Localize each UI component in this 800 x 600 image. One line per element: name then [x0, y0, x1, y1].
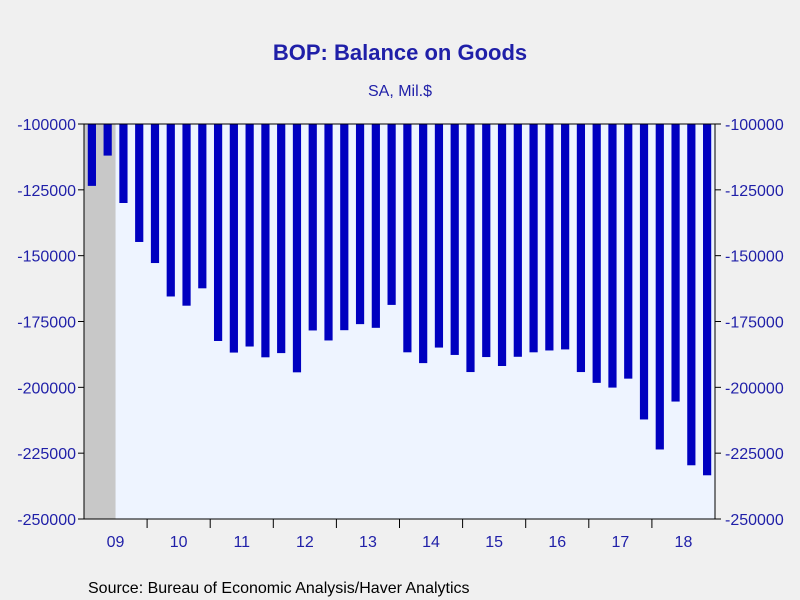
x-tick-label: 14 — [422, 534, 440, 551]
bar — [450, 124, 459, 355]
y-tick-label-right: -150000 — [725, 249, 784, 266]
bar — [371, 124, 380, 328]
y-tick-label-right: -175000 — [725, 315, 784, 332]
x-tick-label: 09 — [107, 534, 125, 551]
plot-background — [84, 124, 715, 519]
y-tick-label-right: -125000 — [725, 183, 784, 200]
bar — [340, 124, 349, 331]
y-tick-label-left: -125000 — [17, 183, 76, 200]
bar — [561, 124, 570, 350]
y-tick-label-left: -100000 — [17, 117, 76, 134]
y-tick-label-right: -100000 — [725, 117, 784, 134]
bar — [103, 124, 112, 156]
bar — [655, 124, 664, 450]
bar — [387, 124, 396, 305]
bar — [261, 124, 270, 358]
x-tick-label: 11 — [233, 534, 250, 551]
bar — [308, 124, 317, 331]
bar — [497, 124, 507, 367]
recession-shading — [84, 124, 116, 519]
bar — [592, 124, 601, 383]
bar — [545, 124, 554, 351]
bar — [608, 124, 617, 388]
y-tick-label-left: -200000 — [17, 380, 76, 397]
x-tick-label: 12 — [296, 534, 314, 551]
bar — [419, 124, 428, 364]
y-tick-label-left: -250000 — [17, 512, 76, 529]
bar — [135, 124, 144, 242]
bar — [150, 124, 160, 264]
bar — [434, 124, 444, 348]
y-tick-label-right: -200000 — [725, 380, 784, 397]
chart-subtitle: SA, Mil.$ — [368, 83, 432, 100]
bar — [87, 124, 96, 186]
bar — [482, 124, 491, 358]
y-tick-label-right: -250000 — [725, 512, 784, 529]
bar — [513, 124, 522, 357]
bar — [245, 124, 254, 347]
bar — [182, 124, 191, 306]
x-tick-label: 15 — [485, 534, 503, 551]
source-note: Source: Bureau of Economic Analysis/Have… — [88, 580, 470, 597]
bar — [703, 124, 712, 476]
bar — [198, 124, 207, 289]
y-tick-label-left: -175000 — [17, 315, 76, 332]
bar — [687, 124, 696, 466]
chart-title: BOP: Balance on Goods — [273, 40, 527, 65]
bar — [466, 124, 475, 373]
x-tick-label: 16 — [548, 534, 566, 551]
bar — [671, 124, 680, 402]
bar — [576, 124, 586, 373]
bar — [119, 124, 128, 203]
bar — [292, 124, 302, 373]
bar — [529, 124, 538, 353]
bar — [166, 124, 175, 297]
x-tick-label: 13 — [359, 534, 377, 551]
x-tick-label: 10 — [170, 534, 188, 551]
x-tick-label: 17 — [611, 534, 629, 551]
bar — [213, 124, 223, 341]
bar — [355, 124, 365, 325]
y-tick-label-left: -225000 — [17, 446, 76, 463]
bar — [229, 124, 238, 353]
y-tick-label-right: -225000 — [725, 446, 784, 463]
y-tick-label-left: -150000 — [17, 249, 76, 266]
bar — [624, 124, 633, 379]
bar — [639, 124, 649, 420]
bar — [403, 124, 412, 353]
bar — [277, 124, 286, 354]
x-tick-label: 18 — [675, 534, 693, 551]
bar — [324, 124, 333, 341]
plot-area: -100000 -100000 -125000 -125000 -150000 -1500… — [17, 117, 784, 551]
